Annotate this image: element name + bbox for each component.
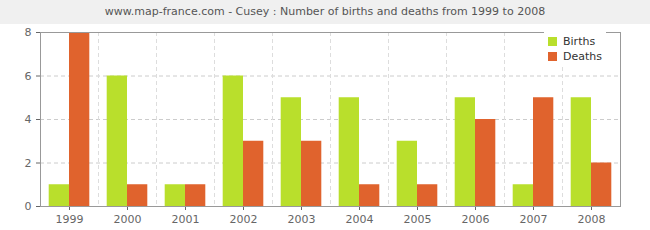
svg-text:4: 4: [25, 113, 32, 126]
svg-text:2007: 2007: [520, 213, 548, 226]
html-text:Deaths: Deaths: [563, 50, 602, 63]
svg-text:2000: 2000: [114, 213, 142, 226]
svg-text:6: 6: [25, 70, 32, 83]
html-text:www.map-france.com - Cusey : N: www.map-france.com - Cusey : Number of b…: [104, 5, 546, 18]
svg-text:8: 8: [25, 26, 32, 39]
svg-text:2001: 2001: [172, 213, 200, 226]
svg-text:0: 0: [25, 200, 32, 213]
svg-text:2005: 2005: [404, 213, 432, 226]
svg-text:2004: 2004: [346, 213, 374, 226]
svg-text:1999: 1999: [56, 213, 84, 226]
svg-text:2003: 2003: [288, 213, 316, 226]
svg-text:2006: 2006: [462, 213, 490, 226]
svg-text:2: 2: [25, 157, 32, 170]
html-text:Births: Births: [563, 35, 596, 48]
svg-text:2008: 2008: [578, 213, 606, 226]
svg-text:2002: 2002: [230, 213, 258, 226]
